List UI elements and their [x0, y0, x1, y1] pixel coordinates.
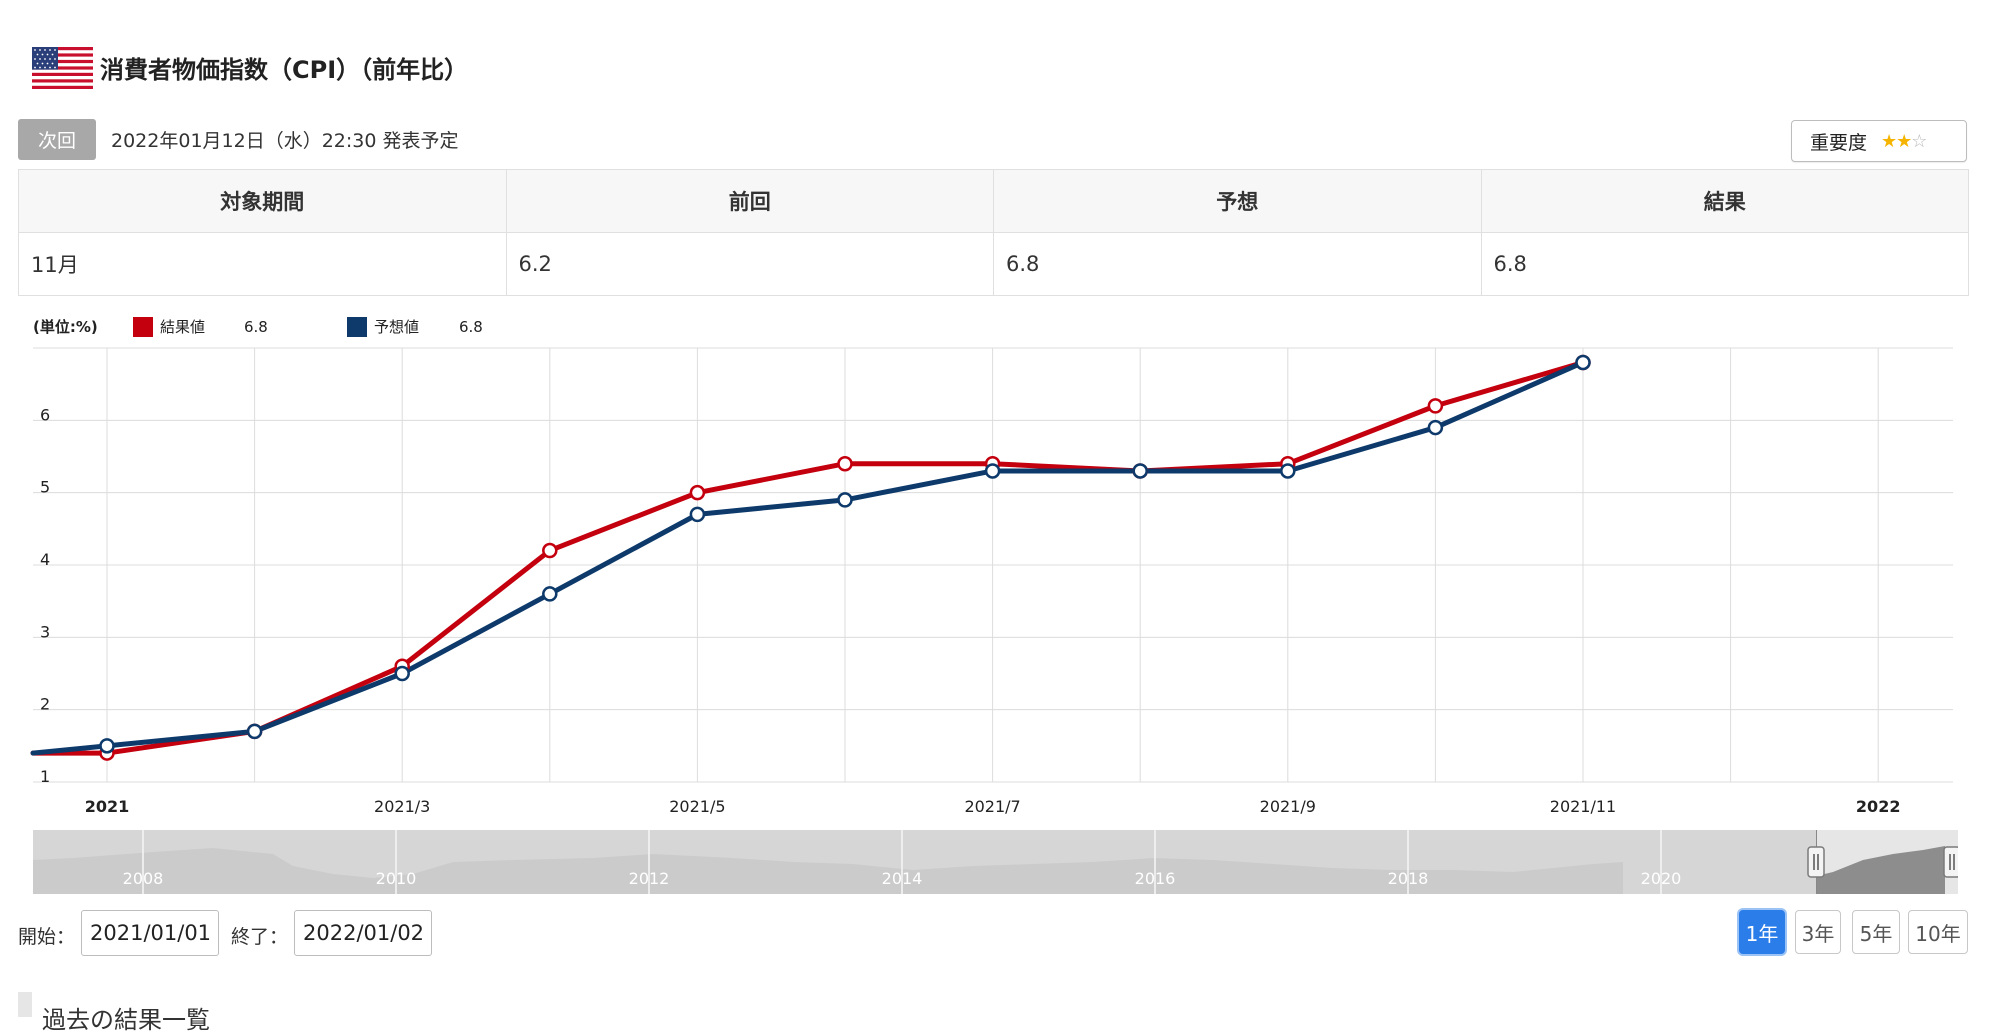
cell-previous: 6.2 [505, 232, 994, 296]
importance-stars: ★★☆ [1881, 130, 1927, 152]
navigator-mask [33, 830, 1816, 894]
header-forecast: 予想 [993, 169, 1482, 233]
navigator-handle-left[interactable] [1807, 846, 1825, 878]
past-results-title: 過去の結果一覧 [42, 1006, 210, 1034]
navigator-handle-right[interactable] [1943, 846, 1958, 878]
x-tick-label: 2021/5 [669, 797, 725, 816]
navigator-year-label: 2020 [1641, 869, 1682, 888]
navigator-year-label: 2016 [1135, 869, 1176, 888]
star-empty-icon: ☆ [1911, 130, 1927, 152]
legend-value-forecast: 6.8 [459, 318, 483, 336]
data-point-forecast [1132, 463, 1148, 479]
end-label: 終了： [231, 926, 289, 948]
y-axis: 1 2 3 4 5 6 [40, 405, 50, 786]
data-point-result [542, 542, 558, 559]
header-previous: 前回 [505, 169, 994, 233]
range-navigator[interactable]: 2008 2010 2012 2014 2016 2018 2020 [33, 830, 1958, 894]
chart-series[interactable] [30, 354, 1591, 761]
x-axis: 2021 2021/3 2021/5 2021/7 2021/9 2021/11 2022 [85, 797, 1901, 816]
y-tick-label: 6 [40, 405, 50, 424]
y-tick-label: 2 [40, 695, 50, 714]
legend-swatch-forecast [347, 317, 367, 337]
data-point-forecast [689, 506, 706, 523]
end-date-input[interactable] [294, 910, 432, 956]
y-tick-label: 4 [40, 550, 50, 569]
data-point-forecast [1575, 354, 1591, 371]
data-point-result [837, 455, 853, 472]
navigator-year-label: 2018 [1388, 869, 1429, 888]
x-tick-label: 2021/9 [1260, 797, 1316, 816]
header-result: 結果 [1480, 169, 1969, 233]
x-tick-label: 2021/3 [374, 797, 430, 816]
start-label: 開始： [18, 926, 76, 948]
unit-label: (単位:%) [33, 318, 98, 336]
data-point-forecast [837, 492, 853, 508]
legend-swatch-result [133, 317, 153, 337]
period-5y-button[interactable]: 5年 [1852, 910, 1900, 954]
cell-forecast: 6.8 [993, 232, 1482, 296]
y-tick-label: 1 [40, 767, 50, 786]
data-point-result [1427, 398, 1444, 414]
series-line-forecast [30, 359, 1586, 756]
cell-result: 6.8 [1480, 232, 1969, 296]
navigator-years: 2008 2010 2012 2014 2016 2018 2020 [123, 830, 1682, 894]
period-1y-button[interactable]: 1年 [1739, 910, 1785, 954]
data-point-forecast [1427, 419, 1444, 436]
data-point-forecast [542, 586, 558, 602]
x-tick-label: 2022 [1856, 797, 1901, 816]
section-marker [18, 992, 32, 1017]
y-tick-label: 3 [40, 622, 50, 641]
next-release-badge: 次回 [18, 119, 96, 160]
legend-label-forecast: 予想値 [374, 318, 419, 336]
navigator-year-label: 2014 [882, 869, 923, 888]
us-flag-icon [32, 47, 93, 89]
page-title: 消費者物価指数（CPI）（前年比） [100, 56, 469, 84]
table-row: 11月 6.2 6.8 6.8 [18, 232, 1969, 296]
data-point-forecast [1280, 463, 1296, 479]
legend-value-result: 6.8 [244, 318, 268, 336]
data-point-forecast [984, 463, 1001, 479]
period-10y-button[interactable]: 10年 [1908, 910, 1968, 954]
header-period: 対象期間 [18, 169, 507, 233]
legend-label-result: 結果値 [160, 318, 205, 336]
x-tick-label: 2021/11 [1550, 797, 1616, 816]
importance-label: 重要度 [1810, 131, 1868, 154]
navigator-selected-area [1816, 846, 1945, 894]
x-tick-label: 2021 [85, 797, 130, 816]
data-point-result [689, 484, 706, 501]
indicator-table: 対象期間 前回 予想 結果 11月 6.2 6.8 6.8 [18, 169, 1969, 296]
importance-box: 重要度 ★★☆ [1791, 120, 1967, 162]
chart-grid [33, 347, 1953, 783]
start-date-input[interactable] [81, 910, 219, 956]
star-filled-icon: ★ [1881, 130, 1897, 152]
cell-period: 11月 [18, 232, 507, 296]
data-point-forecast [246, 723, 263, 740]
next-release-datetime: 2022年01月12日（水）22:30 発表予定 [111, 130, 459, 152]
navigator-year-label: 2008 [123, 869, 164, 888]
navigator-year-label: 2012 [629, 869, 670, 888]
y-tick-label: 5 [40, 478, 50, 497]
data-point-forecast [394, 665, 410, 682]
star-filled-icon: ★ [1896, 130, 1912, 152]
navigator-year-label: 2010 [376, 869, 417, 888]
series-line-result [30, 359, 1586, 756]
cpi-line-chart: (単位:%) 結果値 6.8 予想値 6.8 1 2 3 4 5 6 2021 2021/3… [30, 317, 1953, 816]
data-point-forecast [99, 738, 115, 754]
period-3y-button[interactable]: 3年 [1795, 910, 1841, 954]
x-tick-label: 2021/7 [964, 797, 1020, 816]
